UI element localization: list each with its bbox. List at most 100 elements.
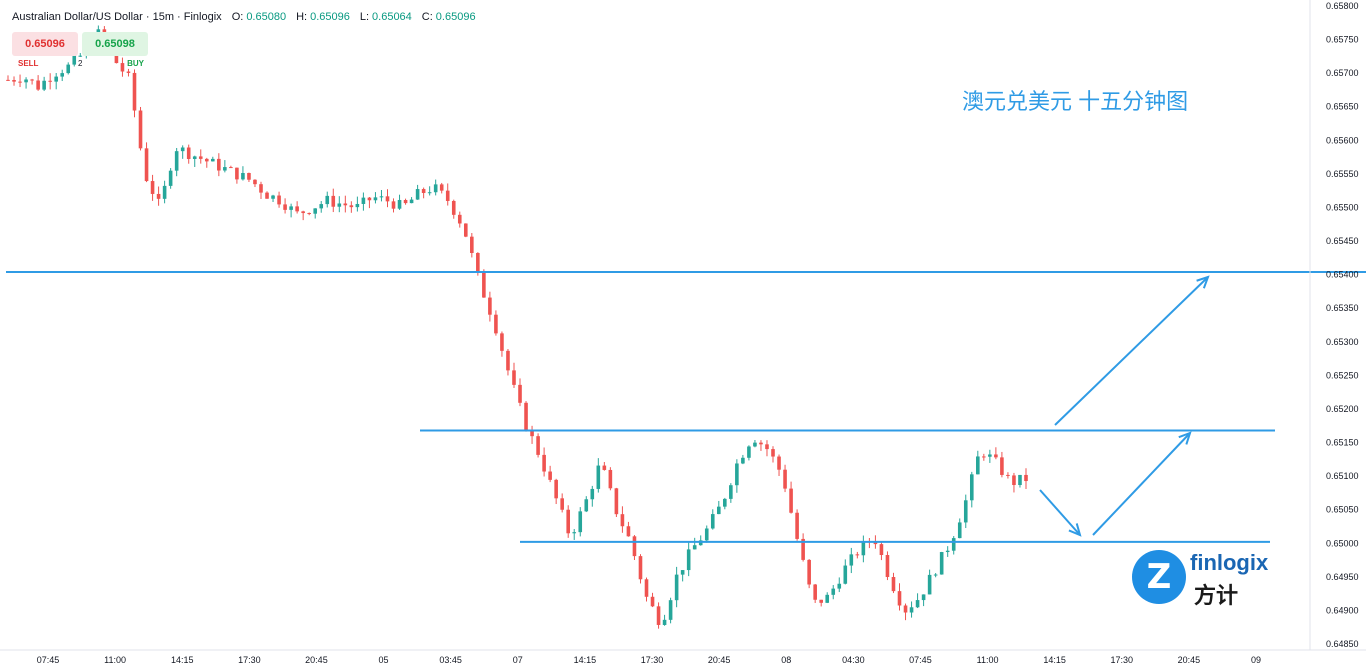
candle-body bbox=[186, 147, 191, 159]
candle-body bbox=[24, 79, 28, 83]
candle-body bbox=[650, 596, 655, 607]
candle-body bbox=[319, 204, 324, 209]
candle-body bbox=[30, 79, 34, 81]
x-tick-label: 11:00 bbox=[977, 655, 999, 665]
candle-body bbox=[337, 203, 342, 207]
candle-body bbox=[403, 199, 408, 204]
candle-body bbox=[355, 203, 360, 208]
candle-body bbox=[494, 314, 498, 334]
buy-label: BUY bbox=[127, 59, 144, 68]
candle-body bbox=[415, 189, 420, 200]
candle-body bbox=[1000, 457, 1004, 475]
arrow-breakout-up[interactable] bbox=[1054, 276, 1209, 426]
candle-body bbox=[789, 488, 793, 513]
candle-body bbox=[982, 456, 986, 458]
candle-body bbox=[60, 73, 65, 77]
y-tick-label: 0.65200 bbox=[1326, 404, 1359, 414]
candle-body bbox=[771, 449, 775, 457]
x-tick-label: 17:30 bbox=[238, 655, 261, 665]
trade-panel: 0.65096 0.65098 SELL 2 BUY bbox=[10, 30, 150, 80]
candle-body bbox=[837, 583, 842, 589]
candle-body bbox=[325, 195, 330, 205]
candle-body bbox=[379, 196, 384, 198]
candle-body bbox=[120, 63, 125, 72]
candle-body bbox=[879, 544, 884, 556]
candle-body bbox=[855, 554, 860, 556]
candle-body bbox=[512, 370, 516, 385]
candle-body bbox=[927, 574, 932, 595]
candle-body bbox=[831, 588, 836, 595]
candle-body bbox=[825, 594, 830, 603]
candle-body bbox=[192, 156, 197, 159]
candle-body bbox=[560, 498, 564, 510]
candle-body bbox=[409, 199, 414, 204]
candle-body bbox=[144, 148, 149, 182]
candle-body bbox=[909, 607, 914, 613]
candle-body bbox=[223, 167, 227, 171]
low-value: 0.65064 bbox=[372, 11, 412, 23]
candle-body bbox=[439, 184, 444, 191]
candle-body bbox=[680, 570, 685, 575]
y-tick-label: 0.64950 bbox=[1326, 572, 1359, 582]
candle-body bbox=[331, 195, 336, 207]
candle-body bbox=[12, 79, 16, 82]
x-tick-label: 20:45 bbox=[708, 655, 731, 665]
candle-body bbox=[295, 206, 299, 212]
buy-button[interactable]: 0.65098 bbox=[82, 32, 148, 56]
candle-body bbox=[204, 158, 209, 162]
candle-body bbox=[524, 402, 528, 431]
candle-body bbox=[795, 512, 799, 539]
y-tick-label: 0.65800 bbox=[1326, 1, 1359, 11]
x-tick-label: 05 bbox=[379, 655, 389, 665]
y-tick-label: 0.65700 bbox=[1326, 68, 1359, 78]
candle-body bbox=[536, 436, 540, 455]
x-tick-label: 04:30 bbox=[842, 655, 865, 665]
candle-body bbox=[849, 554, 854, 566]
candle-body bbox=[729, 485, 733, 499]
logo-brand: finlogix bbox=[1190, 550, 1269, 575]
candle-body bbox=[313, 208, 318, 214]
candle-body bbox=[668, 600, 673, 620]
candle-body bbox=[138, 110, 143, 149]
x-tick-label: 08 bbox=[781, 655, 791, 665]
chart-annotation: 澳元兑美元 十五分钟图 bbox=[962, 89, 1189, 114]
finlogix-logo: Z finlogix 方计 bbox=[1132, 548, 1302, 608]
arrow-bounce-up[interactable] bbox=[1092, 432, 1191, 536]
candle-body bbox=[451, 200, 456, 215]
candle-body bbox=[686, 549, 691, 571]
candle-body bbox=[632, 536, 637, 557]
candle-body bbox=[54, 76, 58, 82]
candle-body bbox=[361, 197, 366, 204]
candle-body bbox=[957, 522, 962, 539]
x-tick-label: 20:45 bbox=[1178, 655, 1201, 665]
candle-body bbox=[626, 526, 631, 537]
candle-body bbox=[988, 454, 992, 457]
candle-body bbox=[277, 195, 281, 205]
candle-body bbox=[78, 55, 83, 57]
y-tick-label: 0.64900 bbox=[1326, 605, 1359, 615]
candle-body bbox=[741, 457, 745, 464]
y-tick-label: 0.65250 bbox=[1326, 370, 1359, 380]
candle-body bbox=[42, 80, 46, 90]
x-tick-label: 03:45 bbox=[439, 655, 462, 665]
candle-body bbox=[349, 205, 354, 208]
arrow-pullback-down[interactable] bbox=[1039, 489, 1081, 536]
candle-body bbox=[933, 574, 938, 576]
candle-body bbox=[843, 565, 848, 584]
y-tick-label: 0.65450 bbox=[1326, 236, 1359, 246]
candle-body bbox=[457, 214, 462, 224]
candle-body bbox=[572, 532, 577, 534]
sell-button[interactable]: 0.65096 bbox=[12, 32, 78, 56]
quantity-field[interactable]: 2 bbox=[78, 59, 83, 68]
candle-body bbox=[433, 184, 438, 193]
candle-body bbox=[445, 190, 450, 201]
candle-body bbox=[614, 488, 619, 515]
x-tick-label: 17:30 bbox=[1111, 655, 1134, 665]
candle-body bbox=[48, 80, 52, 82]
candle-body bbox=[463, 223, 468, 237]
candle-body bbox=[180, 147, 185, 152]
x-tick-label: 20:45 bbox=[305, 655, 328, 665]
candle-body bbox=[710, 514, 715, 529]
candle-body bbox=[259, 184, 263, 193]
